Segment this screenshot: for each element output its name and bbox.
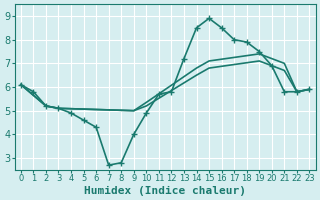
X-axis label: Humidex (Indice chaleur): Humidex (Indice chaleur) [84,186,246,196]
